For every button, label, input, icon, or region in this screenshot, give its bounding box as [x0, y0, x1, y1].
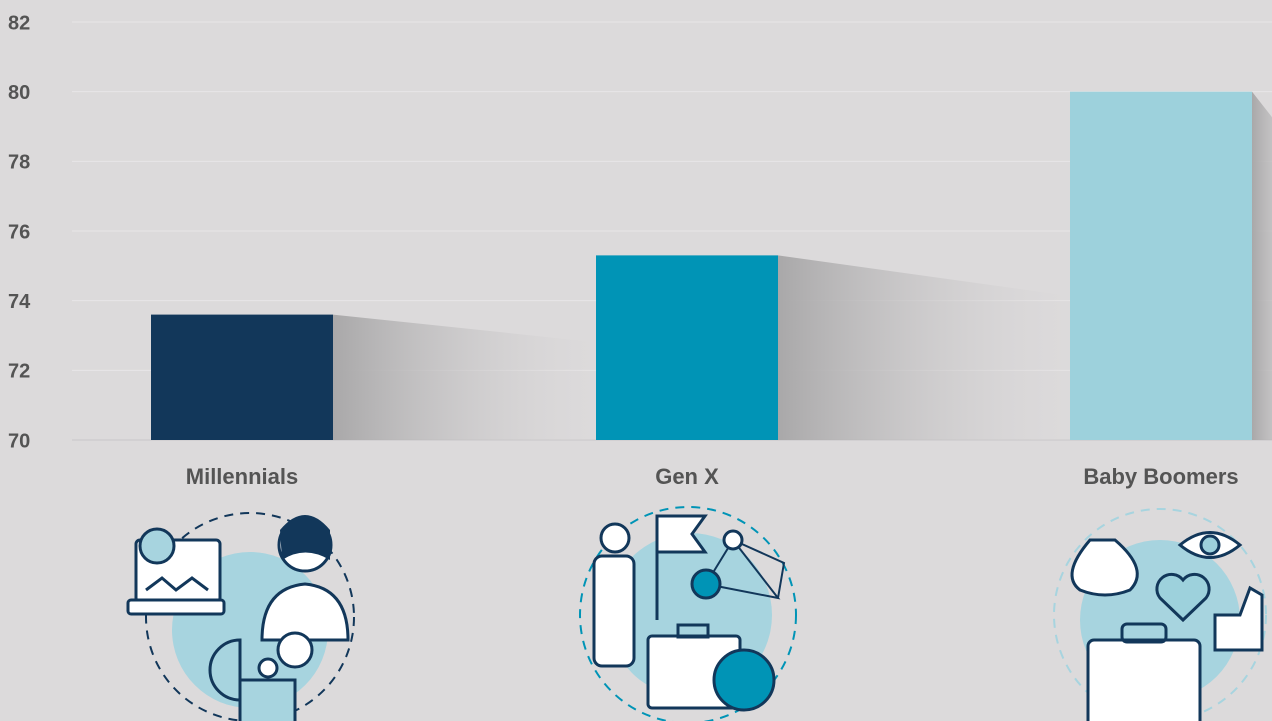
icon-millennials: [128, 513, 354, 721]
chart: 70 72 74 76 78 80 82 Millennials Gen X Baby Boome…: [0, 0, 1272, 721]
y-tick-label: 78: [8, 152, 30, 174]
y-tick-label: 80: [8, 82, 30, 104]
icons: [128, 507, 1266, 721]
bar-shadow: [333, 315, 596, 440]
y-tick-label: 76: [8, 221, 30, 243]
x-tick-label: Millennials: [186, 464, 298, 489]
bar-shadow: [778, 255, 1070, 440]
bar: [151, 315, 333, 440]
bar: [1070, 92, 1252, 440]
bar-shadow: [1252, 92, 1272, 440]
y-tick-label: 70: [8, 430, 30, 452]
y-tick-label: 82: [8, 12, 30, 34]
y-tick-label: 74: [8, 291, 31, 313]
y-tick-label: 72: [8, 361, 30, 383]
x-tick-label: Baby Boomers: [1083, 464, 1238, 489]
x-tick-label: Gen X: [655, 464, 719, 489]
icon-baby-boomers: [1054, 509, 1266, 721]
bar: [596, 255, 778, 440]
icon-gen-x: [580, 507, 796, 721]
